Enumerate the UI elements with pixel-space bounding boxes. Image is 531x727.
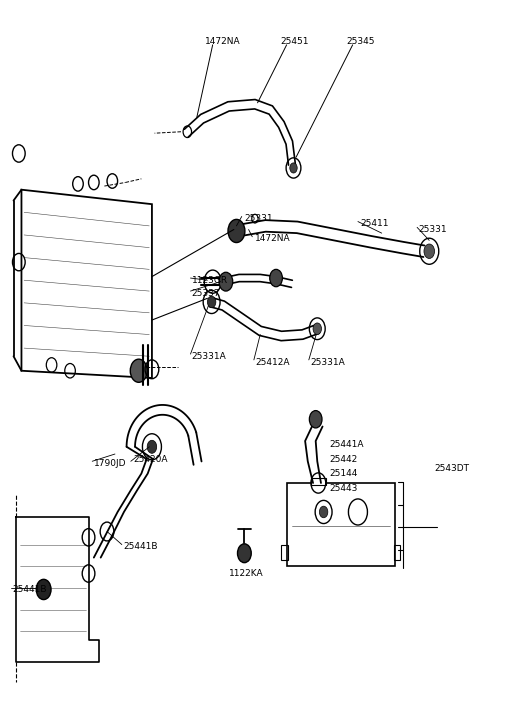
Bar [311, 478, 326, 485]
Circle shape [270, 269, 282, 286]
Text: 25331A: 25331A [192, 352, 226, 361]
Text: 1472NA: 1472NA [205, 37, 241, 46]
Text: 2543DT: 2543DT [434, 464, 469, 473]
Circle shape [228, 220, 245, 243]
Circle shape [319, 506, 328, 518]
Text: 25441A: 25441A [329, 440, 363, 449]
Text: 25331A: 25331A [311, 358, 345, 366]
Text: 25442: 25442 [329, 454, 357, 464]
Circle shape [237, 544, 251, 563]
Text: 25144: 25144 [329, 469, 357, 478]
Circle shape [208, 296, 216, 308]
Text: 25420A: 25420A [133, 454, 168, 464]
Circle shape [313, 323, 321, 334]
Circle shape [310, 411, 322, 428]
Text: 25411: 25411 [361, 220, 389, 228]
Bar [281, 545, 288, 561]
Text: 25412A: 25412A [255, 358, 289, 366]
Circle shape [36, 579, 51, 600]
Text: 25441B: 25441B [12, 585, 46, 594]
Text: 1790JD: 1790JD [94, 459, 126, 468]
Text: 1122KA: 1122KA [228, 569, 263, 578]
Text: 1123GR: 1123GR [192, 276, 228, 285]
Circle shape [147, 441, 157, 454]
Bar [287, 483, 395, 566]
Text: 25451: 25451 [280, 37, 309, 46]
Circle shape [219, 272, 233, 291]
Circle shape [424, 244, 434, 259]
Text: 25345: 25345 [346, 37, 375, 46]
Circle shape [290, 163, 297, 173]
Text: 25337: 25337 [192, 289, 220, 298]
Text: 25331: 25331 [244, 214, 273, 223]
Text: 25441B: 25441B [123, 542, 157, 550]
Bar [394, 545, 400, 561]
Text: 1472NA: 1472NA [255, 234, 290, 244]
Text: 25331: 25331 [418, 225, 447, 234]
Circle shape [130, 359, 147, 382]
Text: 25443: 25443 [329, 483, 357, 493]
